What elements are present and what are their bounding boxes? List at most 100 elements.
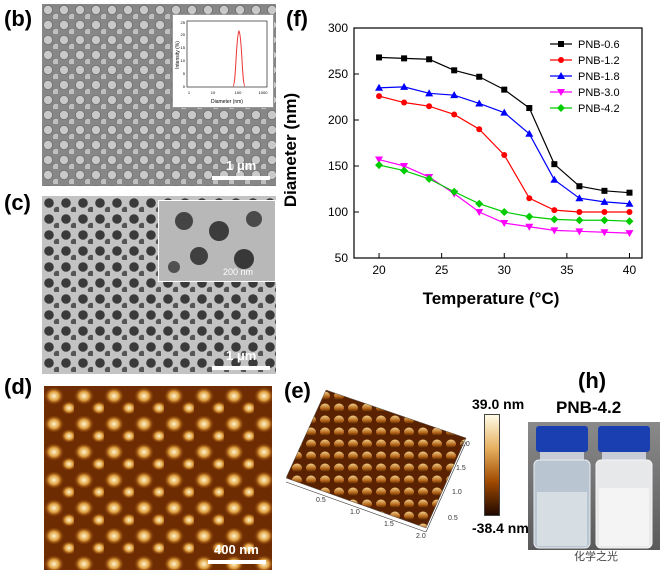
- data-point: [501, 86, 508, 93]
- data-point: [575, 216, 584, 225]
- panel-label-d: (d): [4, 374, 33, 399]
- scale-label: 1 μm: [226, 348, 257, 363]
- axis-tick-x: 2.0: [416, 533, 426, 540]
- tem-inset: 200 nm: [158, 200, 276, 282]
- sem-image-panel-b: Diameter (nm) Intensity (%) 0 5 10 15 20…: [42, 4, 276, 186]
- axis-tick-x: 1.5: [384, 521, 394, 528]
- data-point: [625, 230, 634, 238]
- data-point: [476, 73, 483, 80]
- data-point: [425, 174, 434, 183]
- y-tick-label: 200: [328, 113, 348, 127]
- data-point: [500, 208, 509, 216]
- data-point: [600, 197, 609, 205]
- data-point: [450, 91, 459, 99]
- data-point: [376, 54, 383, 61]
- inset-xlabel: Diameter (nm): [211, 99, 243, 105]
- panel-label-e: (e): [284, 378, 311, 403]
- afm-3d-panel-e: 0.5 1.0 1.5 2.0 0.5 1.0 1.5 2.0: [276, 378, 472, 576]
- data-point: [600, 229, 609, 237]
- panel-label-f: (f): [286, 6, 308, 31]
- data-point: [550, 175, 559, 183]
- x-tick-label: 20: [372, 263, 386, 277]
- data-point: [475, 99, 484, 107]
- x-tick-label: 25: [435, 263, 449, 277]
- axis-tick-x: 0.5: [316, 497, 326, 504]
- data-point: [601, 187, 608, 194]
- dls-inset-plot: Diameter (nm) Intensity (%) 0 5 10 15 20…: [175, 20, 269, 105]
- legend-entry: PNB-3.0: [550, 87, 620, 99]
- data-point: [525, 212, 534, 221]
- y-tick-label: 150: [328, 159, 348, 173]
- data-point: [375, 156, 384, 164]
- x-axis-label: Temperature (°C): [423, 289, 560, 308]
- data-point: [625, 199, 634, 207]
- x-tick-label: 30: [498, 263, 512, 277]
- data-point: [500, 108, 509, 116]
- legend-marker: [558, 57, 564, 63]
- inset-xtick: 100: [235, 90, 242, 95]
- y-tick-label: 50: [335, 251, 349, 265]
- data-point: [426, 56, 433, 63]
- series-PNB-1.8: [375, 82, 634, 207]
- data-point: [475, 199, 484, 208]
- series-PNB-4.2: [375, 161, 634, 226]
- inset-ytick: 5: [183, 71, 186, 76]
- plot-frame: [353, 27, 643, 259]
- scale-bar: [208, 560, 266, 564]
- data-point: [626, 189, 633, 196]
- inset-ylabel: Intensity (%): [175, 41, 181, 69]
- axis-tick-y: 1.5: [456, 465, 466, 472]
- x-tick-label: 35: [560, 263, 574, 277]
- data-point: [600, 216, 609, 225]
- inset-scale-label: 200 nm: [223, 267, 254, 277]
- y-tick-label: 300: [328, 21, 348, 35]
- y-tick-label: 250: [328, 67, 348, 81]
- vial-cap-left: [536, 426, 588, 452]
- colorbar-min: -38.4 nm: [472, 520, 529, 536]
- data-point: [625, 217, 634, 226]
- legend-entry: PNB-1.8: [550, 71, 620, 83]
- scale-label: 400 nm: [214, 542, 259, 557]
- legend-marker: [557, 89, 565, 96]
- afm-height-map: [44, 386, 272, 570]
- data-point: [401, 55, 408, 62]
- series-PNB-3.0: [375, 156, 634, 238]
- data-point: [575, 194, 584, 202]
- inset-ytick: 15: [181, 45, 186, 50]
- data-point: [451, 111, 458, 118]
- x-tick-label: 40: [623, 263, 637, 277]
- legend-entry: PNB-4.2: [550, 103, 620, 115]
- legend-marker: [557, 72, 565, 79]
- inset-xtick: 1000: [259, 90, 269, 95]
- data-point: [575, 228, 584, 236]
- panel-label-c: (c): [4, 190, 31, 215]
- sample-title: PNB-4.2: [556, 398, 622, 417]
- inset-ytick: 10: [181, 58, 186, 63]
- axis-tick-y: 1.0: [452, 489, 462, 496]
- panel-label-b: (b): [4, 6, 33, 31]
- panel-label-h: (h): [578, 368, 607, 393]
- scale-label: 1 μm: [226, 158, 257, 173]
- data-point: [426, 103, 433, 110]
- data-point: [476, 126, 483, 133]
- inset-xtick: 1: [188, 90, 191, 95]
- afm-2d-panel-d: 400 nm: [44, 386, 272, 570]
- data-point: [400, 166, 409, 175]
- data-point: [376, 93, 383, 100]
- scale-bar: [212, 176, 270, 180]
- series-PNB-1.2: [376, 93, 633, 215]
- legend-label: PNB-4.2: [578, 103, 620, 115]
- legend-label: PNB-1.2: [578, 55, 620, 67]
- inset-ytick: 0: [183, 84, 186, 89]
- data-point: [550, 215, 559, 224]
- y-tick-label: 100: [328, 205, 348, 219]
- data-point: [375, 83, 384, 91]
- data-point: [525, 129, 534, 137]
- data-point: [501, 151, 508, 158]
- data-point: [451, 67, 458, 74]
- data-point: [550, 227, 559, 235]
- scale-bar: [212, 366, 270, 370]
- data-point: [400, 82, 409, 90]
- axis-tick-y: 2.0: [460, 441, 470, 448]
- vial-cap-right: [598, 426, 650, 452]
